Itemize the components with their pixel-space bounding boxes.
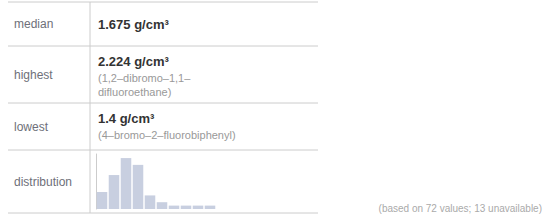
svg-text:(based on 72 values; 13 unavai: (based on 72 values; 13 unavailable) — [379, 203, 542, 214]
svg-text:lowest: lowest — [14, 120, 49, 134]
svg-text:(1,2–dibromo–1,1–: (1,2–dibromo–1,1– — [98, 72, 191, 84]
svg-text:(4–bromo–2–fluorobiphenyl): (4–bromo–2–fluorobiphenyl) — [98, 129, 236, 141]
svg-text:highest: highest — [14, 68, 53, 82]
svg-text:distribution: distribution — [14, 175, 72, 189]
svg-text:difluoroethane): difluoroethane) — [98, 86, 171, 98]
svg-text:median: median — [14, 17, 53, 31]
svg-text:1.4 g/cm³: 1.4 g/cm³ — [98, 111, 155, 126]
svg-text:2.224 g/cm³: 2.224 g/cm³ — [98, 54, 169, 69]
svg-text:1.675 g/cm³: 1.675 g/cm³ — [98, 17, 169, 32]
